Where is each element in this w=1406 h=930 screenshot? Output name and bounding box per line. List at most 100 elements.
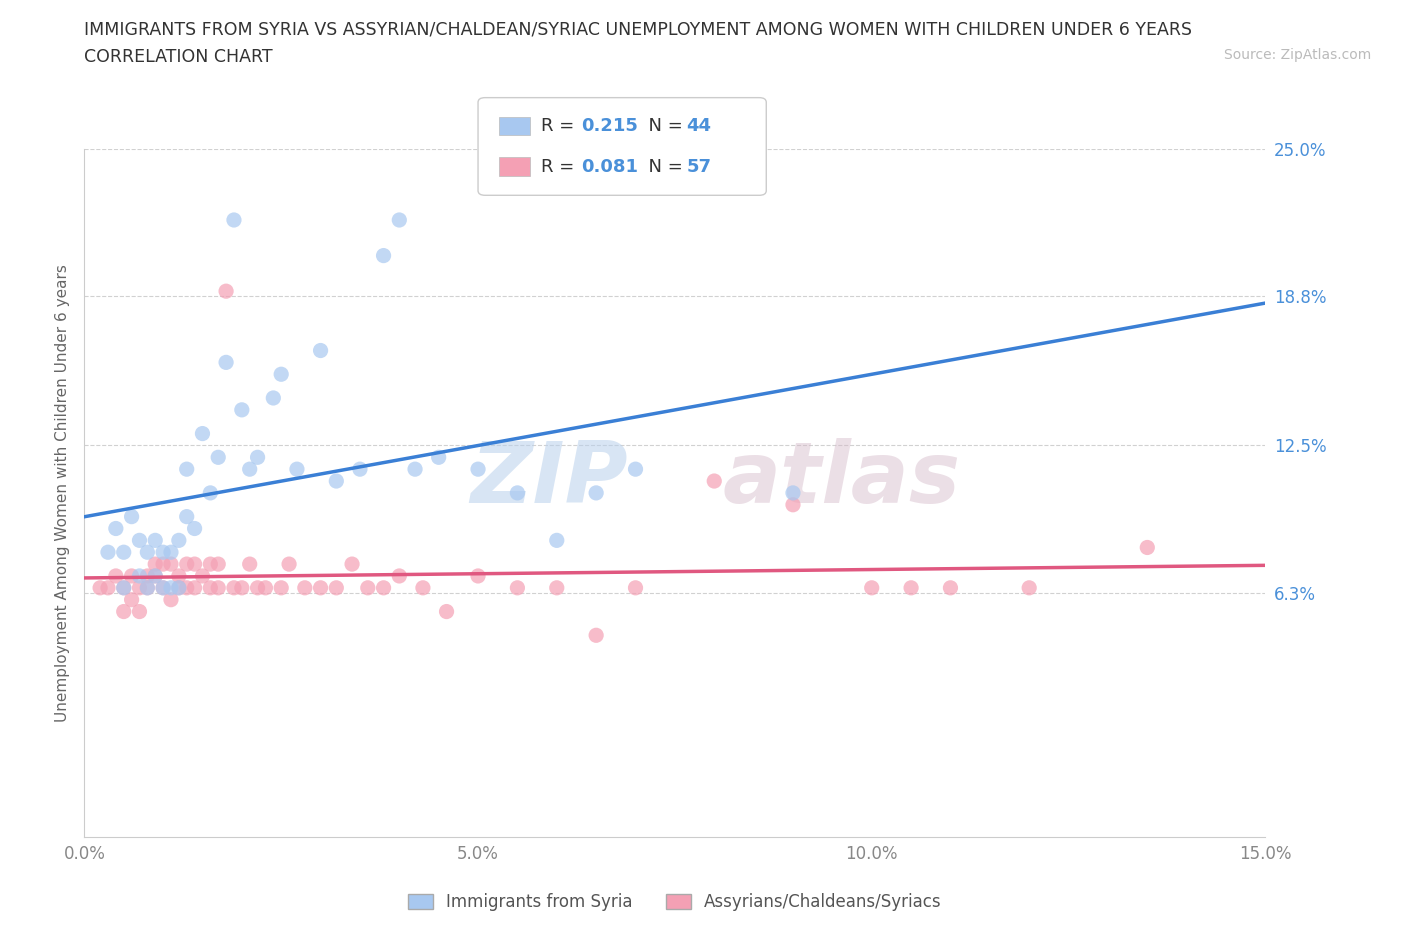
Point <box>427 450 450 465</box>
Point <box>183 557 205 572</box>
Point <box>231 403 253 418</box>
Point <box>309 343 332 358</box>
Point <box>167 533 190 548</box>
Point <box>143 533 166 548</box>
Point <box>143 568 166 583</box>
Point <box>215 284 238 299</box>
Point <box>143 568 166 583</box>
Text: Source: ZipAtlas.com: Source: ZipAtlas.com <box>1223 48 1371 62</box>
Text: N =: N = <box>637 117 689 135</box>
Y-axis label: Unemployment Among Women with Children Under 6 years: Unemployment Among Women with Children U… <box>55 264 70 722</box>
Point <box>207 557 229 572</box>
Point <box>624 461 647 476</box>
Point <box>112 580 135 595</box>
Text: 0.081: 0.081 <box>581 158 638 176</box>
Point <box>624 580 647 595</box>
Text: CORRELATION CHART: CORRELATION CHART <box>84 48 273 66</box>
Point <box>128 604 150 619</box>
Point <box>860 580 883 595</box>
Point <box>112 545 135 560</box>
Point <box>167 568 190 583</box>
Text: R =: R = <box>541 158 581 176</box>
Point <box>200 485 222 500</box>
Point <box>160 580 183 595</box>
Point <box>404 461 426 476</box>
Text: ZIP: ZIP <box>470 438 627 521</box>
Point <box>191 568 214 583</box>
Point <box>412 580 434 595</box>
Point <box>278 557 301 572</box>
Point <box>239 557 262 572</box>
Point <box>160 545 183 560</box>
Point <box>136 568 159 583</box>
Point <box>104 568 127 583</box>
Point <box>207 450 229 465</box>
Point <box>152 545 174 560</box>
Point <box>183 580 205 595</box>
Point <box>506 580 529 595</box>
Point <box>246 450 269 465</box>
Point <box>215 355 238 370</box>
Text: IMMIGRANTS FROM SYRIA VS ASSYRIAN/CHALDEAN/SYRIAC UNEMPLOYMENT AMONG WOMEN WITH : IMMIGRANTS FROM SYRIA VS ASSYRIAN/CHALDE… <box>84 20 1192 38</box>
Point <box>152 557 174 572</box>
Point <box>467 461 489 476</box>
Point <box>231 580 253 595</box>
Point <box>183 521 205 536</box>
Point <box>191 426 214 441</box>
Point <box>270 580 292 595</box>
Point <box>222 580 245 595</box>
Text: 57: 57 <box>686 158 711 176</box>
Text: atlas: atlas <box>723 438 960 521</box>
Point <box>294 580 316 595</box>
Point <box>782 485 804 500</box>
Point <box>239 461 262 476</box>
Point <box>373 248 395 263</box>
Point <box>388 568 411 583</box>
Point <box>128 568 150 583</box>
Point <box>585 628 607 643</box>
Point <box>97 545 120 560</box>
Point <box>436 604 458 619</box>
Point <box>136 545 159 560</box>
Point <box>325 473 347 488</box>
Point <box>167 580 190 595</box>
Point <box>176 580 198 595</box>
Point <box>467 568 489 583</box>
Text: 0.215: 0.215 <box>581 117 637 135</box>
Point <box>143 557 166 572</box>
Point <box>160 592 183 607</box>
Point <box>152 580 174 595</box>
Point <box>160 557 183 572</box>
Point <box>939 580 962 595</box>
Point <box>176 557 198 572</box>
Point <box>373 580 395 595</box>
Point <box>357 580 380 595</box>
Point <box>136 580 159 595</box>
Point <box>121 568 143 583</box>
Point <box>104 521 127 536</box>
Point <box>97 580 120 595</box>
Point <box>121 592 143 607</box>
Point <box>285 461 308 476</box>
Point <box>546 580 568 595</box>
Point <box>176 510 198 525</box>
Point <box>246 580 269 595</box>
Point <box>262 391 284 405</box>
Point <box>254 580 277 595</box>
Point <box>546 533 568 548</box>
Point <box>1018 580 1040 595</box>
Point <box>349 461 371 476</box>
Text: N =: N = <box>637 158 689 176</box>
Point <box>309 580 332 595</box>
Point <box>340 557 363 572</box>
Text: 44: 44 <box>686 117 711 135</box>
Legend: Immigrants from Syria, Assyrians/Chaldeans/Syriacs: Immigrants from Syria, Assyrians/Chaldea… <box>401 887 949 918</box>
Point <box>200 557 222 572</box>
Point <box>222 213 245 228</box>
Point <box>176 461 198 476</box>
Point <box>506 485 529 500</box>
Point <box>89 580 111 595</box>
Point <box>128 580 150 595</box>
Point <box>112 580 135 595</box>
Point <box>112 604 135 619</box>
